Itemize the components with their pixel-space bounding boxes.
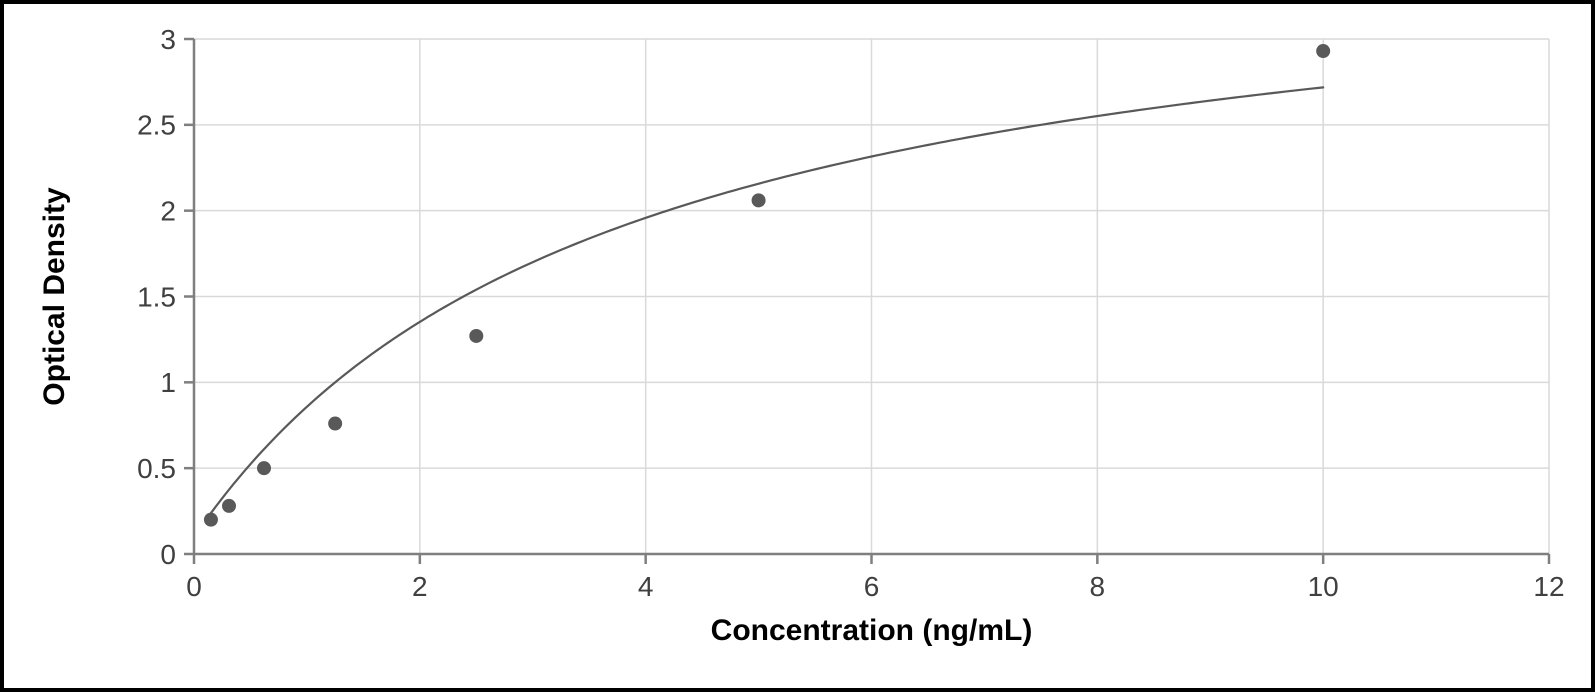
- y-tick-label: 1.5: [137, 281, 176, 312]
- data-point: [328, 417, 342, 431]
- x-tick-label: 2: [412, 571, 428, 602]
- y-tick-label: 0.5: [137, 453, 176, 484]
- y-tick-label: 1: [160, 367, 176, 398]
- data-point: [257, 461, 271, 475]
- x-tick-label: 6: [864, 571, 880, 602]
- data-point: [752, 193, 766, 207]
- chart-svg: 0 2 4 6 8 10 12 0 0.5 1 1.5 2 2.5 3 Concentration (ng/…: [24, 24, 1571, 668]
- x-tick-label: 8: [1090, 571, 1106, 602]
- x-tick-label: 0: [186, 571, 202, 602]
- x-tick-label: 4: [638, 571, 654, 602]
- y-tick-label: 0: [160, 539, 176, 570]
- y-tick-label: 2: [160, 195, 176, 226]
- data-point: [1316, 44, 1330, 58]
- x-axis-label: Concentration (ng/mL): [711, 614, 1033, 647]
- chart-container: 0 2 4 6 8 10 12 0 0.5 1 1.5 2 2.5 3 Concentration (ng/…: [24, 24, 1571, 668]
- data-point: [204, 513, 218, 527]
- x-tick-label: 10: [1308, 571, 1339, 602]
- data-point: [469, 329, 483, 343]
- y-tick-label: 2.5: [137, 110, 176, 141]
- x-tick-label: 12: [1533, 571, 1564, 602]
- data-point: [222, 499, 236, 513]
- y-tick-label: 3: [160, 24, 176, 55]
- chart-frame: 0 2 4 6 8 10 12 0 0.5 1 1.5 2 2.5 3 Concentration (ng/…: [0, 0, 1595, 692]
- y-axis-label: Optical Density: [38, 187, 71, 406]
